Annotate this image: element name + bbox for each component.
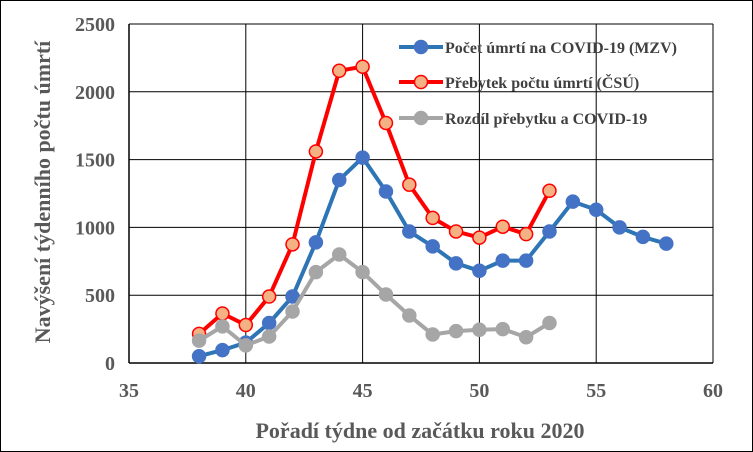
data-point	[355, 264, 370, 280]
data-point	[425, 210, 440, 226]
x-tick-label: 50	[469, 380, 489, 402]
data-point	[565, 194, 581, 209]
y-tick-label: 1000	[75, 217, 115, 239]
data-point	[215, 306, 230, 321]
legend-label: Počet úmrtí na COVID-19 (MZV)	[445, 40, 677, 57]
data-point	[425, 239, 440, 254]
data-point	[331, 63, 347, 79]
legend-marker	[413, 39, 429, 55]
legend-marker	[413, 74, 429, 90]
data-point	[542, 315, 557, 331]
data-point	[402, 177, 417, 192]
data-point	[495, 253, 511, 268]
y-tick-label: 2500	[75, 14, 115, 36]
data-point	[378, 184, 394, 199]
data-point	[285, 237, 300, 252]
series-line	[197, 64, 552, 336]
x-tick-label: 35	[119, 380, 139, 402]
x-tick-label: 55	[586, 380, 606, 402]
x-axis-title: Pořadí týdne od začátku roku 2020	[255, 418, 584, 443]
data-point	[355, 59, 370, 74]
series-line	[198, 252, 551, 348]
series-2	[191, 59, 557, 342]
tick-labels: 35 40 45 50 55 60 0 500 1000 1500 2000 2500	[75, 14, 723, 402]
y-tick-label: 500	[85, 285, 115, 307]
data-point	[238, 317, 254, 333]
y-axis-title: Navýšení týdenního počtu úmrtí	[30, 40, 55, 343]
data-point	[542, 224, 557, 239]
data-point	[518, 253, 534, 268]
data-point	[238, 338, 254, 353]
data-point	[215, 319, 230, 334]
data-point	[425, 327, 440, 342]
data-point	[542, 183, 557, 199]
data-point	[308, 144, 324, 159]
data-point	[495, 321, 511, 337]
legend-entry: Rozdíl přebytku a COVID-19	[399, 110, 647, 128]
series-3	[191, 247, 557, 353]
legend-entry: Počet úmrtí na COVID-19 (MZV)	[399, 39, 677, 57]
data-point	[378, 115, 394, 131]
x-tick-label: 40	[236, 380, 256, 402]
y-tick-label: 2000	[75, 82, 115, 104]
data-point	[472, 322, 487, 338]
legend-entry: Přebytek počtu úmrtí (ČSÚ)	[399, 73, 639, 92]
data-point	[518, 226, 534, 242]
data-point	[191, 333, 207, 348]
series-group	[191, 59, 674, 364]
data-point	[448, 323, 464, 339]
data-point	[402, 308, 417, 323]
legend-label: Rozdíl přebytku a COVID-19	[445, 111, 647, 128]
data-point	[355, 150, 370, 165]
data-point	[285, 304, 300, 319]
data-point	[191, 348, 207, 364]
data-point	[472, 263, 487, 279]
data-point	[448, 224, 464, 239]
data-point	[495, 219, 511, 234]
data-point	[285, 289, 300, 304]
data-point	[448, 256, 464, 271]
data-point	[518, 329, 534, 345]
data-point	[612, 220, 627, 235]
x-tick-label: 60	[703, 380, 723, 402]
axes	[128, 24, 713, 364]
legend-label: Přebytek počtu úmrtí (ČSÚ)	[445, 73, 639, 92]
data-point	[308, 235, 324, 250]
legend: Počet úmrtí na COVID-19 (MZV) Přebytek po…	[399, 39, 677, 128]
y-tick-label: 0	[105, 353, 115, 375]
y-tick-label: 1500	[75, 150, 115, 172]
data-point	[588, 202, 604, 218]
data-point	[378, 287, 394, 302]
data-point	[261, 315, 277, 331]
legend-marker	[413, 110, 429, 126]
data-point	[308, 264, 324, 280]
data-point	[331, 247, 347, 262]
data-point	[635, 229, 651, 245]
data-point	[331, 172, 347, 188]
data-point	[472, 230, 487, 245]
data-point	[659, 236, 674, 251]
x-tick-label: 45	[353, 380, 373, 402]
data-point	[261, 329, 277, 344]
data-point	[402, 224, 417, 239]
data-point	[261, 289, 277, 304]
data-point	[215, 342, 230, 358]
